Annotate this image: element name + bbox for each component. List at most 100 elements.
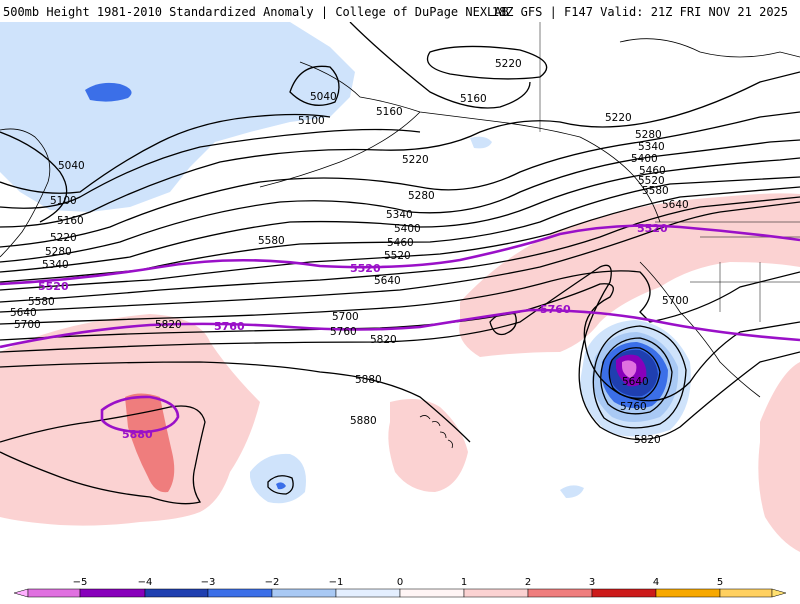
model-run-info: 18Z GFS | F147 Valid: 21Z FRI NOV 21 202… — [491, 5, 788, 19]
label-5280-ne: 5280 — [635, 129, 662, 141]
label-5160-mid: 5160 — [376, 106, 403, 118]
midpacific-negative-anomaly — [250, 453, 306, 504]
label-5880-c: 5880 — [355, 374, 382, 386]
label-5760-c: 5760 — [330, 326, 357, 338]
label-hl-5520-c: 5520 — [350, 262, 381, 275]
label-5820-low: 5820 — [634, 434, 661, 446]
contour-5760-a — [0, 283, 800, 402]
legend-tick-neg5: −5 — [73, 577, 88, 588]
contour-5220-top — [426, 45, 548, 80]
legend-bin-neg1 — [271, 588, 337, 598]
eastpacific-positive-anomaly — [459, 193, 800, 357]
map-title: 500mb Height 1981-2010 Standardized Anom… — [3, 5, 509, 19]
label-5640-low: 5640 — [622, 376, 649, 388]
highlight-labels: 5520 5520 5520 5760 5760 5880 — [38, 222, 668, 441]
west-pacific-moderate-anomaly — [125, 393, 175, 493]
contour-5520-a — [0, 186, 800, 291]
bering-moderate-anomaly — [85, 82, 132, 102]
alaska-coastline — [299, 61, 661, 223]
legend-arrow-left — [13, 588, 29, 598]
map-svg: 5220 5160 5040 5100 5040 5160 5220 5220 … — [0, 22, 800, 552]
contour-5580-a — [0, 196, 800, 303]
small-negative-anomaly — [470, 136, 492, 149]
legend-bin-pos2 — [527, 588, 593, 598]
label-5340-ne: 5340 — [638, 141, 665, 153]
legend-bin-pos3 — [591, 588, 657, 598]
anomaly-map: 5220 5160 5040 5100 5040 5160 5220 5220 … — [0, 22, 800, 575]
legend-tick-2: 2 — [525, 577, 531, 588]
label-5220-top: 5220 — [495, 58, 522, 70]
eastern-us-positive-anomaly — [758, 362, 800, 552]
label-5580-ne: 5580 — [642, 185, 669, 197]
legend-svg: −5 −4 −3 −2 −1 0 1 2 3 4 5 — [13, 577, 787, 598]
label-5100-a: 5100 — [298, 115, 325, 127]
label-5760-low: 5760 — [620, 401, 647, 413]
label-5040-ak: 5040 — [310, 91, 337, 103]
negative-anomaly-fills — [0, 22, 691, 504]
label-5820-c: 5820 — [370, 334, 397, 346]
hawaii-positive-anomaly — [388, 398, 468, 492]
label-5700-w: 5700 — [14, 319, 41, 331]
label-5400-ne: 5400 — [631, 153, 658, 165]
legend-bin-neg2 — [207, 588, 273, 598]
contour-5820-a — [0, 264, 800, 441]
label-5160-w: 5160 — [57, 215, 84, 227]
contour-5160-a — [0, 128, 421, 209]
label-5700-c: 5700 — [332, 311, 359, 323]
legend-arrow-right — [771, 588, 787, 598]
label-5640-w: 5640 — [10, 307, 37, 319]
label-hl-5520-e: 5520 — [637, 222, 668, 235]
contour-5040-b — [289, 65, 340, 106]
label-5220-mid: 5220 — [402, 154, 429, 166]
contour-5880-b — [0, 405, 206, 505]
contour-labels: 5220 5160 5040 5100 5040 5160 5220 5220 … — [10, 58, 689, 446]
legend-colorbar — [13, 588, 787, 598]
map-header: 500mb Height 1981-2010 Standardized Anom… — [0, 0, 800, 22]
legend-tick-neg2: −2 — [265, 577, 280, 588]
hawaii-islands — [419, 415, 453, 449]
legend-tick-5: 5 — [717, 577, 723, 588]
asia-coastline — [0, 128, 51, 258]
contour-5280-a — [0, 111, 800, 248]
label-5340-c: 5340 — [386, 209, 413, 221]
label-hl-5760-w: 5760 — [214, 320, 245, 333]
label-5520-c: 5520 — [384, 250, 411, 262]
contour-5100-a — [0, 113, 331, 194]
contour-5040-a — [0, 131, 68, 223]
contour-5340-a — [0, 139, 800, 263]
label-hl-5520-w: 5520 — [38, 280, 69, 293]
highlight-5880 — [100, 395, 180, 434]
positive-anomaly-fills — [0, 193, 800, 552]
label-hl-5760-e: 5760 — [540, 303, 571, 316]
contour-5880-a — [0, 361, 471, 443]
contour-5220-a — [0, 71, 800, 228]
legend-tick-3: 3 — [589, 577, 595, 588]
label-5400-c: 5400 — [394, 223, 421, 235]
contour-cutoff-ring2 — [600, 337, 673, 415]
legend-bin-pos5 — [719, 588, 773, 598]
label-5280-c: 5280 — [408, 190, 435, 202]
contour-5700-a — [0, 270, 800, 325]
highlight-5760 — [0, 308, 800, 349]
label-5880-d: 5880 — [350, 415, 377, 427]
label-5580-w: 5580 — [28, 296, 55, 308]
legend-bin-pos4 — [655, 588, 721, 598]
label-5640-c: 5640 — [374, 275, 401, 287]
label-5280-w: 5280 — [45, 246, 72, 258]
contour-5160-b — [349, 22, 531, 109]
cutoff-low-core — [622, 360, 637, 378]
label-5700-e: 5700 — [662, 295, 689, 307]
contour-cutoff-ring3 — [592, 325, 687, 429]
label-hl-5880: 5880 — [122, 428, 153, 441]
legend-tick-neg4: −4 — [138, 577, 153, 588]
contour-cutoff-ring1 — [608, 347, 661, 399]
label-5460-c: 5460 — [387, 237, 414, 249]
label-5340-w: 5340 — [42, 259, 69, 271]
legend-bin-pos0 — [399, 588, 465, 598]
color-legend: −5 −4 −3 −2 −1 0 1 2 3 4 5 — [0, 575, 800, 600]
bering-negative-anomaly — [0, 22, 355, 212]
legend-bin-neg3 — [144, 588, 209, 598]
aleutians — [259, 111, 421, 188]
legend-bin-neg0 — [335, 588, 401, 598]
legend-tick-4: 4 — [653, 577, 659, 588]
